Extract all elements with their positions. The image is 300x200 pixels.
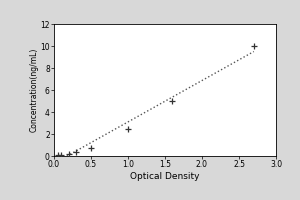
Y-axis label: Concentration(ng/mL): Concentration(ng/mL) xyxy=(30,48,39,132)
X-axis label: Optical Density: Optical Density xyxy=(130,172,200,181)
